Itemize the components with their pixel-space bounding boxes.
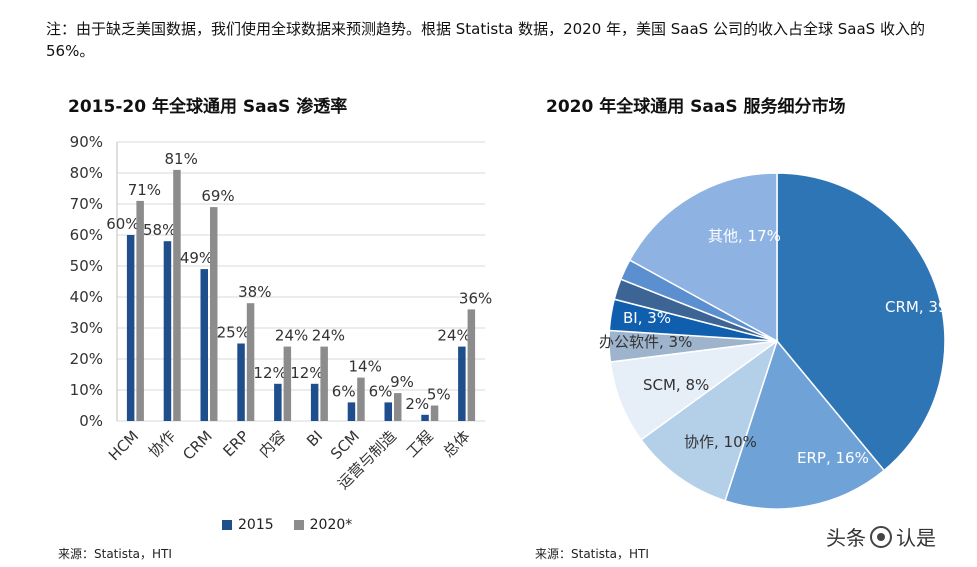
- y-tick-label: 0%: [79, 412, 103, 430]
- data-label: 24%: [437, 327, 470, 345]
- bar-2020-1: [173, 169, 181, 421]
- bar-2015-1: [163, 241, 172, 421]
- bar-2015-6: [347, 402, 356, 421]
- pie-label: 协作, 10%: [684, 433, 757, 451]
- y-tick-label: 10%: [70, 381, 103, 399]
- pie-source-text: 来源：Statista，HTI: [535, 547, 649, 561]
- bar-2015-9: [458, 346, 466, 421]
- note-text: 注：由于缺乏美国数据，我们使用全球数据来预测趋势。根据 Statista 数据，…: [46, 20, 925, 60]
- x-tick-label: 总体: [439, 427, 473, 461]
- x-tick-label: ERP: [219, 427, 252, 460]
- bar-2020-6: [357, 377, 365, 421]
- data-label: 12%: [290, 364, 323, 382]
- data-label: 38%: [238, 283, 271, 301]
- pie-slice-CRM: [776, 172, 946, 472]
- bar-2020-2: [210, 207, 218, 421]
- watermark-prefix: 头条: [826, 526, 866, 550]
- data-label: 6%: [332, 382, 356, 400]
- data-label: 25%: [217, 324, 250, 342]
- bar-2020-7: [394, 393, 402, 421]
- data-label: 5%: [427, 386, 451, 404]
- y-tick-label: 90%: [70, 133, 103, 151]
- legend-swatch-2020: [293, 520, 304, 530]
- data-label: 24%: [312, 327, 345, 345]
- data-label: 60%: [106, 215, 139, 233]
- camera-icon: [870, 525, 892, 548]
- x-tick-label: HCM: [105, 427, 142, 464]
- legend-label-2020: 2020*: [309, 517, 353, 533]
- pie-label: CRM, 39%: [885, 298, 960, 316]
- pie-label: 其他, 17%: [708, 227, 781, 245]
- x-tick-label: 工程: [403, 427, 437, 461]
- pie-label: SCM, 8%: [643, 376, 709, 394]
- y-tick-label: 20%: [70, 350, 103, 368]
- data-label: 24%: [275, 327, 308, 345]
- data-label: 71%: [128, 181, 161, 199]
- pie-slice-其他: [628, 172, 778, 343]
- y-tick-label: 30%: [70, 319, 103, 337]
- pie-chart: CRM, 39% ERP, 16% 协作, 10% SCM, 8% 办公软件, 3% BI…: [599, 172, 960, 510]
- pie-label: 办公软件, 3%: [599, 333, 692, 351]
- bar-2015-7: [384, 402, 392, 421]
- bar-2015-8: [421, 414, 429, 421]
- data-label: 12%: [253, 364, 286, 382]
- bar-2020-8: [430, 405, 439, 421]
- bar-chart: 0%10%20%30%40%50%60%70%80%90%60%71%HCM58…: [70, 133, 493, 493]
- bar-2020-3: [246, 303, 255, 421]
- data-label: 69%: [201, 187, 234, 205]
- bar-2020-0: [136, 200, 144, 421]
- bar-2015-2: [200, 269, 208, 421]
- y-tick-label: 80%: [70, 164, 103, 182]
- bar-2020-5: [320, 346, 328, 421]
- bar-2015-0: [126, 235, 135, 421]
- data-label: 81%: [165, 150, 198, 168]
- data-label: 49%: [180, 249, 213, 267]
- bar-2015-4: [274, 383, 282, 421]
- bar-chart-title: 2015-20 年全球通用 SaaS 渗透率: [68, 97, 348, 117]
- y-tick-label: 40%: [70, 288, 103, 306]
- bar-2020-9: [467, 309, 476, 421]
- legend-item-2020: 2020*: [293, 517, 353, 533]
- x-tick-label: CRM: [179, 427, 216, 464]
- legend-item-2015: 2015: [222, 517, 274, 533]
- bar-source-text: 来源：Statista，HTI: [58, 547, 172, 561]
- watermark-suffix: 认是: [896, 526, 936, 550]
- x-tick-label: 协作: [145, 427, 179, 461]
- data-label: 9%: [390, 373, 414, 391]
- pie-label: BI, 3%: [623, 309, 671, 327]
- pie-slice-协作: [640, 339, 779, 502]
- data-label: 14%: [349, 358, 382, 376]
- y-tick-label: 70%: [70, 195, 103, 213]
- legend-swatch-2015: [222, 520, 232, 530]
- y-tick-label: 50%: [70, 257, 103, 275]
- x-tick-label: 内容: [255, 427, 289, 461]
- legend-label-2015: 2015: [238, 517, 274, 533]
- data-label: 58%: [143, 221, 176, 239]
- pie-slice-ERP: [724, 339, 886, 510]
- y-tick-label: 60%: [70, 226, 103, 244]
- pie-label: ERP, 16%: [797, 449, 869, 467]
- data-label: 36%: [459, 289, 492, 307]
- data-label: 2%: [405, 395, 429, 413]
- data-label: 6%: [369, 382, 393, 400]
- bar-2020-4: [283, 346, 292, 421]
- bar-2015-5: [310, 383, 319, 421]
- pie-chart-title: 2020 年全球通用 SaaS 服务细分市场: [546, 97, 846, 117]
- watermark: 头条 认是: [826, 522, 936, 551]
- bar-2015-3: [237, 343, 245, 421]
- x-tick-label: BI: [303, 427, 326, 450]
- bar-legend: 2015 2020*: [222, 517, 372, 533]
